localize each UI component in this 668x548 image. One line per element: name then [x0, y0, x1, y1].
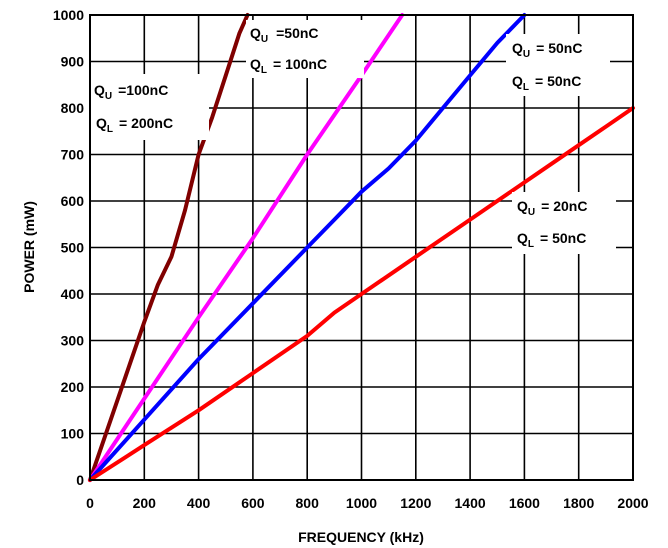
annotation-bg: [246, 20, 364, 78]
upper-value: =100nC: [118, 82, 168, 98]
series-line-3: [88, 13, 527, 482]
subscript-u: U: [105, 91, 112, 102]
y-tick-label: 0: [76, 472, 84, 488]
y-tick-label: 900: [61, 54, 85, 70]
y-tick-label: 100: [61, 426, 85, 442]
series-line-1: [88, 13, 250, 482]
x-axis-title: FREQUENCY (kHz): [298, 529, 424, 545]
q-symbol: Q: [96, 115, 107, 131]
annotation-upper: QU = 20nC: [517, 198, 587, 218]
upper-value: =50nC: [276, 25, 318, 41]
annotation-bg: [91, 74, 209, 140]
x-tick-label: 200: [133, 495, 157, 511]
q-symbol: Q: [512, 40, 523, 56]
subscript-u: U: [261, 34, 268, 45]
annotation-lower: QL = 50nC: [517, 230, 586, 250]
lower-value: = 100nC: [273, 56, 327, 72]
x-tick-label: 1800: [563, 495, 594, 511]
q-symbol: Q: [250, 25, 261, 41]
y-tick-label: 400: [61, 286, 85, 302]
lower-value: = 50nC: [535, 73, 581, 89]
annotation-lower: QL = 50nC: [512, 73, 581, 93]
subscript-u: U: [528, 207, 535, 218]
subscript-l: L: [528, 239, 534, 250]
subscript-l: L: [261, 65, 267, 76]
upper-value: = 20nC: [541, 198, 587, 214]
lower-value: = 50nC: [540, 230, 586, 246]
x-tick-label: 1600: [509, 495, 540, 511]
annotation-lower: QL = 100nC: [250, 56, 327, 76]
q-symbol: Q: [517, 230, 528, 246]
x-tick-label: 600: [241, 495, 265, 511]
y-tick-label: 300: [61, 333, 85, 349]
q-symbol: Q: [250, 56, 261, 72]
q-symbol: Q: [512, 73, 523, 89]
annotation-bg: [512, 192, 616, 254]
x-tick-label: 0: [86, 495, 94, 511]
annotation-lower: QL = 200nC: [96, 115, 173, 135]
x-tick-label: 2000: [617, 495, 648, 511]
subscript-l: L: [107, 124, 113, 135]
annotation-50nc-50nc: QU = 50nC QL = 50nC: [506, 34, 610, 96]
x-tick-label: 400: [187, 495, 211, 511]
annotation-upper: QU =50nC: [250, 25, 319, 45]
annotation-50nc-100nc: QU =50nC QL = 100nC: [246, 20, 364, 78]
x-tick-label: 800: [296, 495, 320, 511]
series-line-4: [88, 106, 635, 482]
y-tick-label: 700: [61, 147, 85, 163]
y-tick-label: 800: [61, 100, 85, 116]
y-axis-title: POWER (mW): [21, 201, 37, 293]
y-tick-label: 1000: [53, 7, 84, 23]
annotation-20nc-50nc: QU = 20nC QL = 50nC: [512, 192, 616, 254]
subscript-l: L: [523, 82, 529, 93]
upper-value: = 50nC: [536, 40, 582, 56]
x-tick-label: 1000: [346, 495, 377, 511]
x-tick-labels: 0 200 400 600 800 1000 1200 1400 1600 1800 2000: [86, 495, 649, 511]
q-symbol: Q: [94, 82, 105, 98]
annotation-upper: QU = 50nC: [512, 40, 582, 60]
y-tick-label: 500: [61, 240, 85, 256]
plot-frame: [89, 14, 634, 481]
q-symbol: Q: [517, 198, 528, 214]
lower-value: = 200nC: [119, 115, 173, 131]
annotation-upper: QU =100nC: [94, 82, 168, 102]
y-tick-label: 200: [61, 379, 85, 395]
x-tick-label: 1400: [455, 495, 486, 511]
y-tick-label: 600: [61, 193, 85, 209]
subscript-u: U: [523, 49, 530, 60]
y-tick-labels: 0 100 200 300 400 500 600 700 800 900 1000: [53, 7, 84, 488]
x-tick-label: 1200: [400, 495, 431, 511]
annotation-bg: [506, 34, 610, 96]
annotation-100nc-200nc: QU =100nC QL = 200nC: [91, 74, 209, 140]
